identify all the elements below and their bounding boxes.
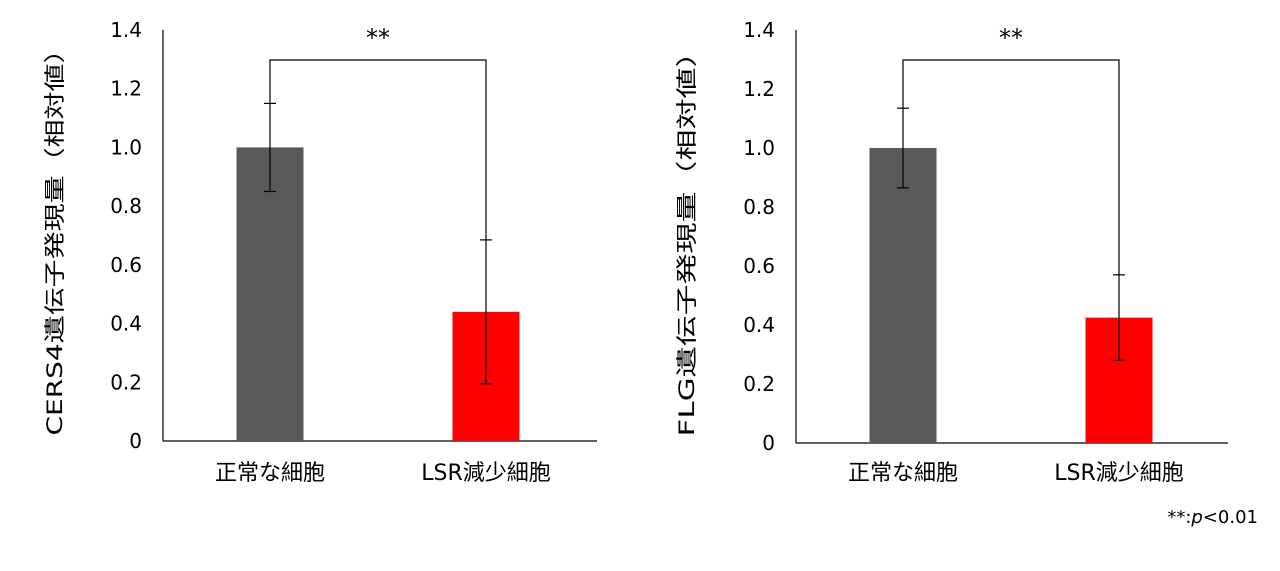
y-tick-label: 0.6 — [743, 254, 775, 278]
footnote-threshold: <0.01 — [1203, 507, 1258, 528]
bar — [236, 147, 304, 441]
y-tick-label: 0 — [762, 431, 775, 455]
cers4-chart: 0 0.2 0.4 0.6 0.8 1.0 1.2 1.4 CERS4遺伝子発現量（相対値） 正常… — [43, 18, 597, 486]
category-label: 正常な細胞 — [848, 461, 958, 486]
footnote-p: p — [1190, 507, 1202, 528]
y-tick-label: 1.2 — [743, 77, 775, 101]
y-axis-title: FLG遺伝子発現量（相対値） — [675, 37, 699, 437]
significance-label: ** — [999, 24, 1023, 52]
category-label: LSR減少細胞 — [421, 461, 551, 486]
category-label: 正常な細胞 — [215, 461, 325, 486]
y-tick-label: 1.4 — [110, 18, 142, 42]
y-tick-label: 0.4 — [110, 312, 142, 336]
y-tick-label: 0.4 — [743, 313, 775, 337]
y-tick-label: 0.8 — [110, 194, 142, 218]
y-axis-title: CERS4遺伝子発現量（相対値） — [43, 36, 67, 436]
significance-label: ** — [366, 24, 390, 52]
y-tick-label: 0.2 — [110, 370, 142, 394]
significance-bracket — [269, 59, 487, 240]
y-tick-label: 0.2 — [743, 372, 775, 396]
bar — [869, 148, 937, 443]
flg-chart: 0 0.2 0.4 0.6 0.8 1.0 1.2 1.4 FLG遺伝子発現量（相対値） 正常な細… — [675, 18, 1228, 486]
significance-bracket — [902, 59, 1120, 275]
y-tick-label: 1.4 — [743, 18, 775, 42]
footnote-stars: **: — [1167, 507, 1191, 528]
y-tick-label: 1.0 — [110, 135, 142, 159]
y-tick-label: 1.0 — [743, 136, 775, 160]
footnote: **:p<0.01 — [1167, 507, 1258, 528]
y-tick-label: 0.6 — [110, 253, 142, 277]
category-label: LSR減少細胞 — [1054, 461, 1184, 486]
y-tick-label: 0.8 — [743, 195, 775, 219]
y-tick-label: 1.2 — [110, 77, 142, 101]
y-tick-label: 0 — [129, 429, 142, 453]
